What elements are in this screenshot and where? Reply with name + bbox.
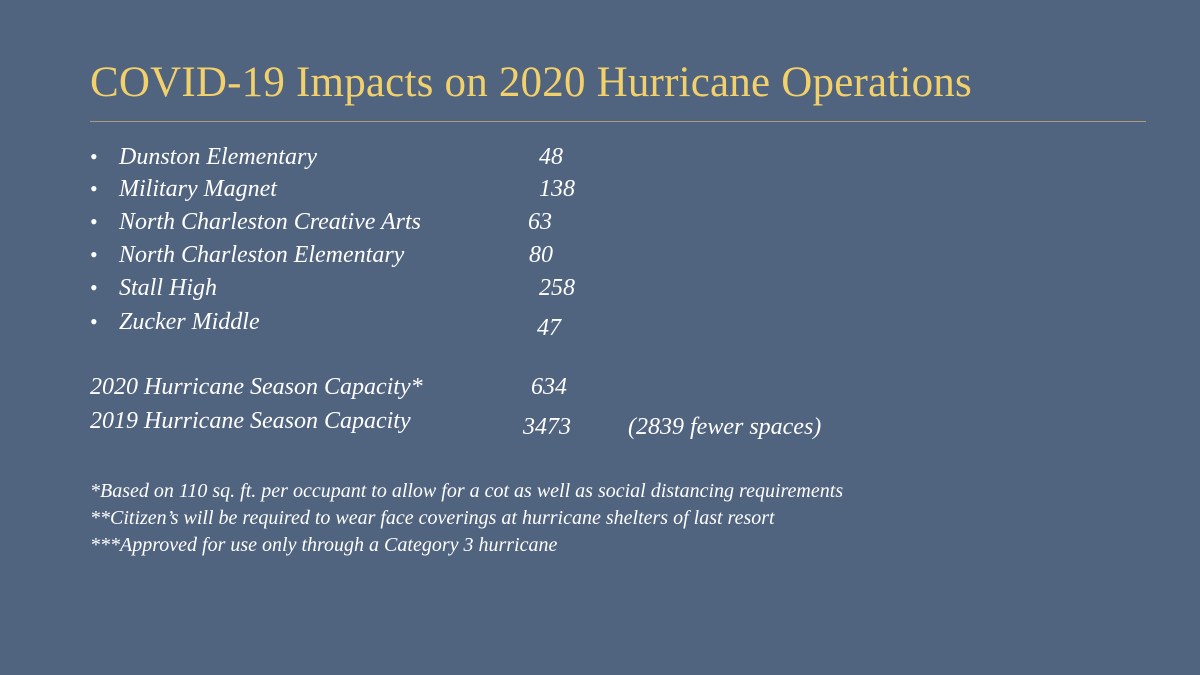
bullet-icon: •	[90, 144, 98, 169]
shelter-name: North Charleston Elementary	[119, 242, 405, 268]
bullet-icon: •	[90, 309, 98, 334]
capacity-2019-label: 2019 Hurricane Season Capacity	[90, 408, 411, 434]
shelter-count: 258	[539, 275, 575, 301]
capacity-2020-label: 2020 Hurricane Season Capacity*	[90, 374, 423, 400]
capacity-difference-note: (2839 fewer spaces)	[628, 414, 822, 440]
shelter-name: North Charleston Creative Arts	[119, 209, 422, 235]
shelter-count: 80	[529, 242, 553, 268]
shelter-name: Dunston Elementary	[119, 144, 317, 170]
footnote: *Based on 110 sq. ft. per occupant to al…	[90, 480, 844, 502]
capacity-2019-value: 3473	[523, 414, 571, 440]
shelter-count: 63	[528, 209, 552, 235]
footnote: **Citizen’s will be required to wear fac…	[90, 507, 775, 529]
bullet-icon: •	[90, 176, 98, 201]
title-divider	[90, 121, 1146, 122]
shelter-name: Military Magnet	[119, 176, 277, 202]
bullet-icon: •	[90, 275, 98, 300]
shelter-name: Zucker Middle	[119, 309, 260, 335]
shelter-count: 47	[537, 315, 561, 341]
bullet-icon: •	[90, 209, 98, 234]
bullet-icon: •	[90, 242, 98, 267]
footnote: ***Approved for use only through a Categ…	[90, 534, 558, 556]
shelter-count: 48	[539, 144, 563, 170]
capacity-2020-value: 634	[531, 374, 567, 400]
slide-title: COVID-19 Impacts on 2020 Hurricane Opera…	[90, 59, 972, 106]
shelter-name: Stall High	[119, 275, 218, 301]
shelter-count: 138	[539, 176, 575, 202]
